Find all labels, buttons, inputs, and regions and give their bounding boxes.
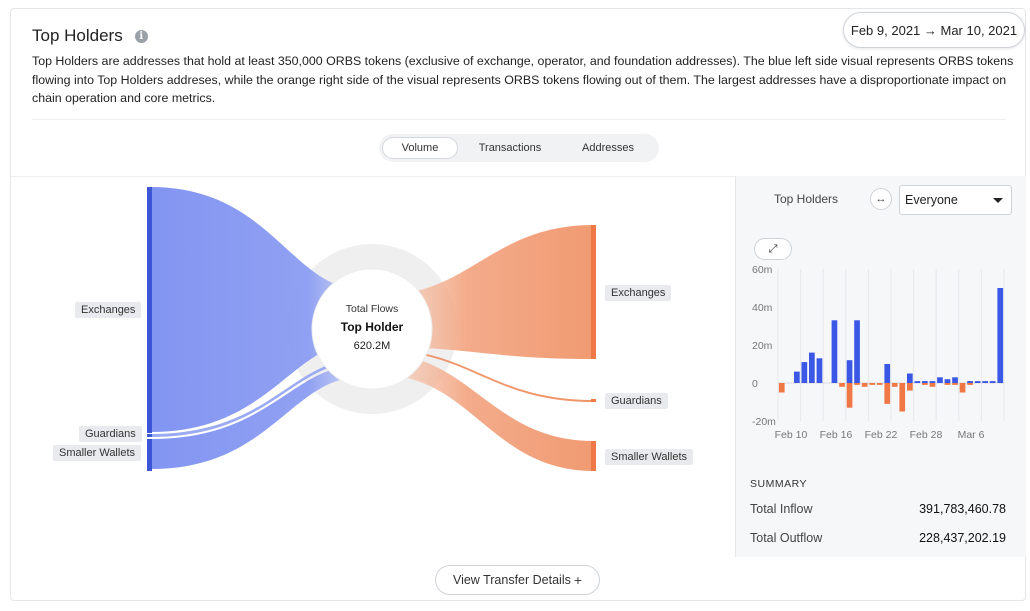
inflow-bar[interactable]	[989, 381, 996, 383]
inflow-bar[interactable]	[974, 381, 981, 383]
tab-transactions[interactable]: Transactions	[478, 142, 542, 154]
inflow-bar[interactable]	[794, 371, 800, 383]
page-title: Top Holders	[32, 26, 123, 45]
outflow-exchanges-ribbon	[381, 225, 594, 359]
chevron-down-icon	[993, 198, 1003, 203]
inflow-bar[interactable]	[831, 320, 838, 383]
right-label-guardians: Guardians	[605, 393, 668, 409]
total-inflow-label: Total Inflow	[750, 502, 813, 516]
expand-icon[interactable]: ⤢	[754, 238, 792, 260]
y-tick-label: 40m	[752, 302, 773, 314]
outflow-bar[interactable]	[854, 383, 860, 385]
description-text: Top Holders are addresses that hold at l…	[32, 54, 1014, 106]
view-transfer-details-button[interactable]: View Transfer Details +	[435, 565, 600, 595]
inflow-bar[interactable]	[922, 381, 928, 383]
inflow-bar[interactable]	[997, 288, 1004, 383]
center-caption: Total Flows	[345, 303, 399, 315]
summary-title: SUMMARY	[750, 478, 807, 490]
total-outflow-row: Total Outflow 228,437,202.19	[750, 531, 1006, 545]
x-tick-label: Feb 28	[910, 429, 943, 441]
outflow-bar[interactable]	[884, 383, 891, 404]
x-tick-label: Feb 16	[820, 429, 853, 441]
divider	[32, 119, 1006, 120]
inflow-bar[interactable]	[944, 379, 951, 383]
y-tick-label: 20m	[752, 340, 773, 352]
outflow-bar[interactable]	[922, 383, 928, 385]
center-value: 620.2M	[353, 340, 391, 352]
outflow-bar[interactable]	[778, 383, 785, 393]
center-node[interactable]	[311, 268, 433, 390]
view-transfer-details-label: View Transfer Details	[452, 573, 571, 587]
inflow-bar[interactable]	[907, 373, 913, 384]
y-tick-label: 60m	[752, 264, 773, 276]
right-label-smaller-wallets: Smaller Wallets	[605, 449, 693, 465]
audience-select-value: Everyone	[905, 193, 958, 207]
outflow-bar[interactable]	[952, 383, 958, 385]
left-label-guardians: Guardians	[79, 426, 142, 442]
sankey-svg	[147, 187, 596, 471]
right-node-smaller-wallets[interactable]	[591, 441, 596, 471]
outflow-smaller-wallets-ribbon	[381, 354, 594, 471]
inflow-bar[interactable]	[982, 381, 988, 383]
inflow-bar[interactable]	[952, 377, 958, 383]
inflow-bar[interactable]	[967, 381, 973, 383]
outflow-bar[interactable]	[876, 383, 883, 385]
outflow-bar[interactable]	[869, 383, 875, 385]
x-tick-label: Mar 6	[958, 429, 985, 441]
inflow-bar[interactable]	[816, 358, 823, 383]
view-tabs: Volume Transactions Addresses	[379, 134, 659, 162]
left-node-exchanges[interactable]	[147, 187, 152, 433]
inflow-smaller-wallets-ribbon	[151, 365, 361, 469]
swap-arrows-icon[interactable]: ↔	[870, 188, 892, 210]
y-tick-label: 0	[752, 378, 758, 390]
inflow-exchanges-ribbon	[151, 187, 361, 432]
info-icon[interactable]: i	[134, 29, 148, 43]
total-outflow-value: 228,437,202.19	[919, 531, 1006, 545]
outflow-bar[interactable]	[907, 383, 913, 391]
outflow-bar[interactable]	[929, 383, 936, 387]
plus-icon: +	[573, 572, 583, 588]
x-tick-label: Feb 10	[775, 429, 808, 441]
panel-holders-label: Top Holders	[774, 192, 839, 206]
outflow-bar[interactable]	[959, 383, 966, 393]
total-outflow-label: Total Outflow	[750, 531, 823, 545]
outflow-bar[interactable]	[899, 383, 906, 412]
inflow-bar[interactable]	[914, 381, 921, 383]
total-inflow-value: 391,783,460.78	[919, 502, 1006, 516]
tab-addresses[interactable]: Addresses	[582, 142, 634, 154]
outflow-bar[interactable]	[839, 383, 845, 387]
right-label-exchanges: Exchanges	[605, 285, 672, 301]
center-name: Top Holder	[340, 320, 404, 334]
inflow-bar[interactable]	[846, 360, 853, 383]
tab-volume[interactable]: Volume	[382, 137, 458, 159]
sankey-diagram: Exchanges Guardians Smaller Wallets Exch…	[11, 176, 735, 556]
inflow-bar[interactable]	[929, 381, 936, 383]
total-inflow-row: Total Inflow 391,783,460.78	[750, 502, 1006, 516]
left-label-exchanges: Exchanges	[75, 302, 142, 318]
right-node-exchanges[interactable]	[591, 225, 596, 359]
left-node-guardians[interactable]	[147, 434, 152, 437]
inflow-bar[interactable]	[809, 352, 815, 383]
date-range-button[interactable]: Feb 9, 2021 → Mar 10, 2021	[843, 12, 1025, 48]
inflow-bar[interactable]	[854, 320, 860, 383]
right-node-guardians[interactable]	[591, 399, 596, 402]
top-holders-card: Top Holders i Feb 9, 2021 → Mar 10, 2021…	[10, 8, 1026, 601]
outflow-bar[interactable]	[967, 383, 973, 385]
inflow-bar[interactable]	[937, 377, 943, 383]
outflow-bar[interactable]	[891, 383, 898, 387]
outflow-bar[interactable]	[846, 383, 853, 408]
title-row: Top Holders i	[32, 26, 148, 46]
x-tick-label: Feb 22	[865, 429, 898, 441]
side-panel: Top Holders ↔ Everyone 60m 40m 20m 0 -20m Feb…	[735, 176, 1026, 557]
left-label-smaller-wallets: Smaller Wallets	[53, 445, 141, 461]
audience-select[interactable]: Everyone	[899, 185, 1012, 215]
inflow-bar[interactable]	[884, 364, 891, 383]
inflow-bar[interactable]	[801, 362, 808, 383]
outflow-bar[interactable]	[944, 383, 951, 385]
outflow-bar[interactable]	[861, 383, 868, 387]
y-tick-label: -20m	[752, 416, 776, 428]
left-node-smaller-wallets[interactable]	[147, 439, 152, 471]
